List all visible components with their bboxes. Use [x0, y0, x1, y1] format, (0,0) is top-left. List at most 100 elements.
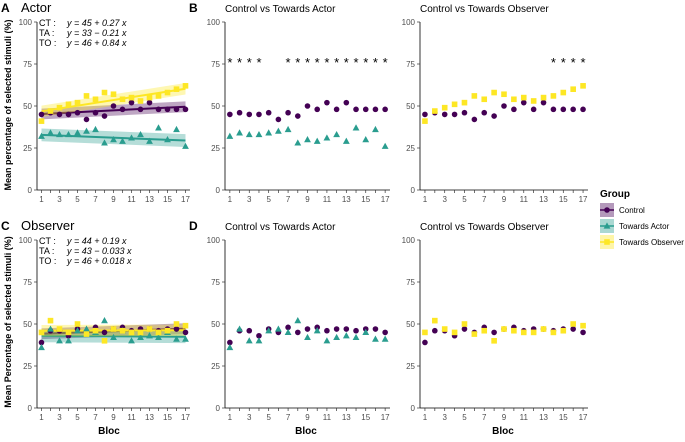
- x-tick-label: 5: [266, 195, 271, 204]
- panel-title: Observer: [21, 218, 75, 233]
- x-tick-label: 9: [305, 413, 310, 422]
- data-point: [138, 98, 144, 104]
- data-point: [183, 323, 189, 329]
- y-tick-label: 25: [406, 144, 415, 153]
- data-point: [343, 332, 350, 338]
- significance-star: *: [247, 55, 252, 70]
- x-tick-label: 5: [75, 195, 80, 204]
- data-point: [265, 129, 272, 135]
- significance-star: *: [305, 55, 310, 70]
- data-point: [147, 100, 153, 106]
- data-point: [48, 318, 54, 324]
- significance-star: *: [581, 55, 586, 70]
- data-point: [452, 112, 458, 118]
- data-point: [294, 317, 301, 323]
- data-point: [314, 138, 321, 144]
- data-point: [501, 91, 507, 97]
- x-tick-label: 11: [520, 195, 529, 204]
- data-point: [304, 136, 311, 142]
- y-tick-label: 25: [211, 144, 220, 153]
- data-point: [442, 105, 448, 111]
- x-axis-label-left: Bloc: [98, 426, 120, 437]
- x-tick-label: 9: [111, 413, 116, 422]
- data-point: [66, 102, 72, 108]
- data-point: [174, 86, 180, 92]
- data-point: [511, 96, 517, 102]
- data-point: [491, 113, 497, 119]
- x-tick-label: 11: [323, 195, 332, 204]
- x-tick-label: 13: [145, 413, 154, 422]
- data-point: [84, 93, 90, 99]
- data-point: [551, 93, 557, 99]
- x-tick-label: 1: [228, 413, 233, 422]
- data-point: [256, 337, 263, 343]
- x-tick-label: 13: [539, 413, 548, 422]
- y-tick-label: 100: [207, 236, 221, 245]
- data-point: [174, 107, 180, 113]
- data-point: [373, 107, 379, 113]
- y-tick-label: 50: [211, 320, 220, 329]
- data-point: [501, 326, 507, 332]
- data-point: [551, 330, 557, 336]
- data-point: [39, 112, 45, 118]
- data-point: [304, 334, 311, 340]
- data-point: [570, 321, 576, 327]
- data-point: [66, 330, 72, 336]
- data-point: [129, 330, 135, 336]
- data-point: [84, 117, 90, 123]
- data-point: [266, 110, 272, 116]
- y-tick-label: 0: [411, 404, 416, 413]
- data-point: [521, 100, 527, 106]
- x-tick-label: 3: [57, 195, 62, 204]
- data-point: [102, 338, 108, 344]
- data-point: [462, 100, 468, 106]
- data-point: [75, 321, 81, 327]
- equation-group: CT :: [39, 236, 56, 246]
- data-point: [129, 100, 135, 106]
- data-point: [237, 110, 243, 116]
- x-tick-label: 13: [342, 413, 351, 422]
- data-point: [531, 107, 537, 113]
- data-point: [541, 95, 547, 101]
- data-point: [432, 328, 438, 334]
- data-point: [236, 325, 243, 331]
- data-point: [165, 90, 171, 96]
- x-tick-label: 7: [482, 413, 487, 422]
- y-tick-label: 100: [207, 18, 221, 27]
- y-axis-label-bottom: Mean Percentage of selected stimuli (%): [3, 236, 13, 408]
- significance-star: *: [227, 55, 232, 70]
- legend-label: Towards Observer: [619, 238, 684, 247]
- data-point: [173, 126, 180, 132]
- data-point: [462, 321, 468, 327]
- significance-star: *: [561, 55, 566, 70]
- y-tick-label: 50: [406, 320, 415, 329]
- data-point: [246, 112, 252, 118]
- data-point: [481, 96, 487, 102]
- y-tick-label: 0: [28, 186, 33, 195]
- data-point: [285, 329, 292, 335]
- y-tick-label: 100: [19, 236, 33, 245]
- data-point: [472, 331, 478, 337]
- y-tick-label: 100: [19, 18, 33, 27]
- legend-title: Group: [600, 189, 630, 200]
- significance-star: *: [383, 55, 388, 70]
- x-tick-label: 17: [181, 195, 190, 204]
- x-tick-label: 13: [145, 195, 154, 204]
- x-tick-label: 1: [39, 195, 44, 204]
- data-point: [541, 100, 547, 106]
- data-point: [120, 107, 126, 113]
- significance-star: *: [295, 55, 300, 70]
- x-tick-label: 5: [462, 195, 467, 204]
- x-tick-label: 9: [111, 195, 116, 204]
- data-point: [343, 138, 350, 144]
- y-tick-label: 0: [216, 186, 221, 195]
- data-point: [276, 117, 282, 123]
- x-axis-label-right: Bloc: [492, 426, 514, 437]
- data-point: [174, 321, 180, 327]
- data-point: [294, 139, 301, 145]
- data-point: [382, 330, 388, 336]
- y-tick-label: 25: [23, 144, 32, 153]
